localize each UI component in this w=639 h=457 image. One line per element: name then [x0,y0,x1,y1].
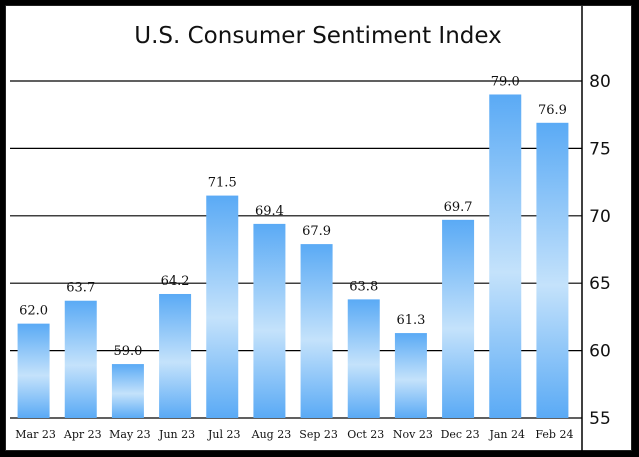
bar [17,323,50,418]
x-tick-label: Aug 23 [251,428,292,441]
x-tick-label: Apr 23 [63,428,102,441]
y-tick-label: 60 [589,342,611,362]
x-tick-labels: Mar 23 Apr 23 May 23 Jun 23 Jul 23 Aug 23 Sep … [15,428,573,441]
bar [300,244,333,418]
value-label: 69.4 [255,204,284,219]
value-label: 62.0 [19,304,48,319]
bar [159,293,192,418]
value-label: 76.9 [538,103,567,118]
y-tick-labels: 55 60 65 70 75 80 [589,72,611,429]
x-tick-label: Jan 24 [488,428,525,441]
bar [111,364,144,418]
value-label: 63.7 [66,281,95,296]
value-label: 59.0 [113,344,142,359]
y-tick-label: 80 [589,72,611,92]
x-tick-label: Jun 23 [158,428,195,441]
x-tick-label: Feb 24 [535,428,573,441]
bar [489,94,522,418]
value-labels: 62.0 63.7 59.0 64.2 71.5 69.4 67.9 63.8 61.3 69.7… [19,74,567,359]
bar [442,219,475,418]
value-label: 61.3 [396,313,425,328]
bars [17,94,569,419]
chart-frame: U.S. Consumer Sentiment Index 62.0 63.7 59… [5,5,632,452]
value-label: 69.7 [444,200,473,215]
y-tick-label: 65 [589,274,611,294]
value-label: 71.5 [208,176,237,191]
y-tick-label: 70 [589,207,611,227]
x-tick-label: Sep 23 [299,428,338,441]
x-tick-label: Nov 23 [393,428,433,441]
gridlines [10,80,582,419]
x-tick-label: Jul 23 [207,428,241,441]
bar [64,300,97,418]
bar-chart: U.S. Consumer Sentiment Index 62.0 63.7 59… [10,6,611,452]
value-label: 67.9 [302,224,331,239]
value-label: 79.0 [491,74,520,89]
value-label: 64.2 [161,274,190,289]
bar [394,333,427,418]
x-tick-label: May 23 [109,428,151,441]
x-tick-label: Oct 23 [347,428,384,441]
y-tick-label: 75 [589,139,611,159]
bar [347,299,380,418]
bar [536,122,569,419]
x-tick-label: Mar 23 [15,428,56,441]
bar [206,195,239,418]
bar [253,223,286,418]
x-tick-label: Dec 23 [441,428,480,441]
value-label: 63.8 [349,279,378,294]
chart-title: U.S. Consumer Sentiment Index [134,23,501,49]
y-tick-label: 55 [589,409,611,429]
